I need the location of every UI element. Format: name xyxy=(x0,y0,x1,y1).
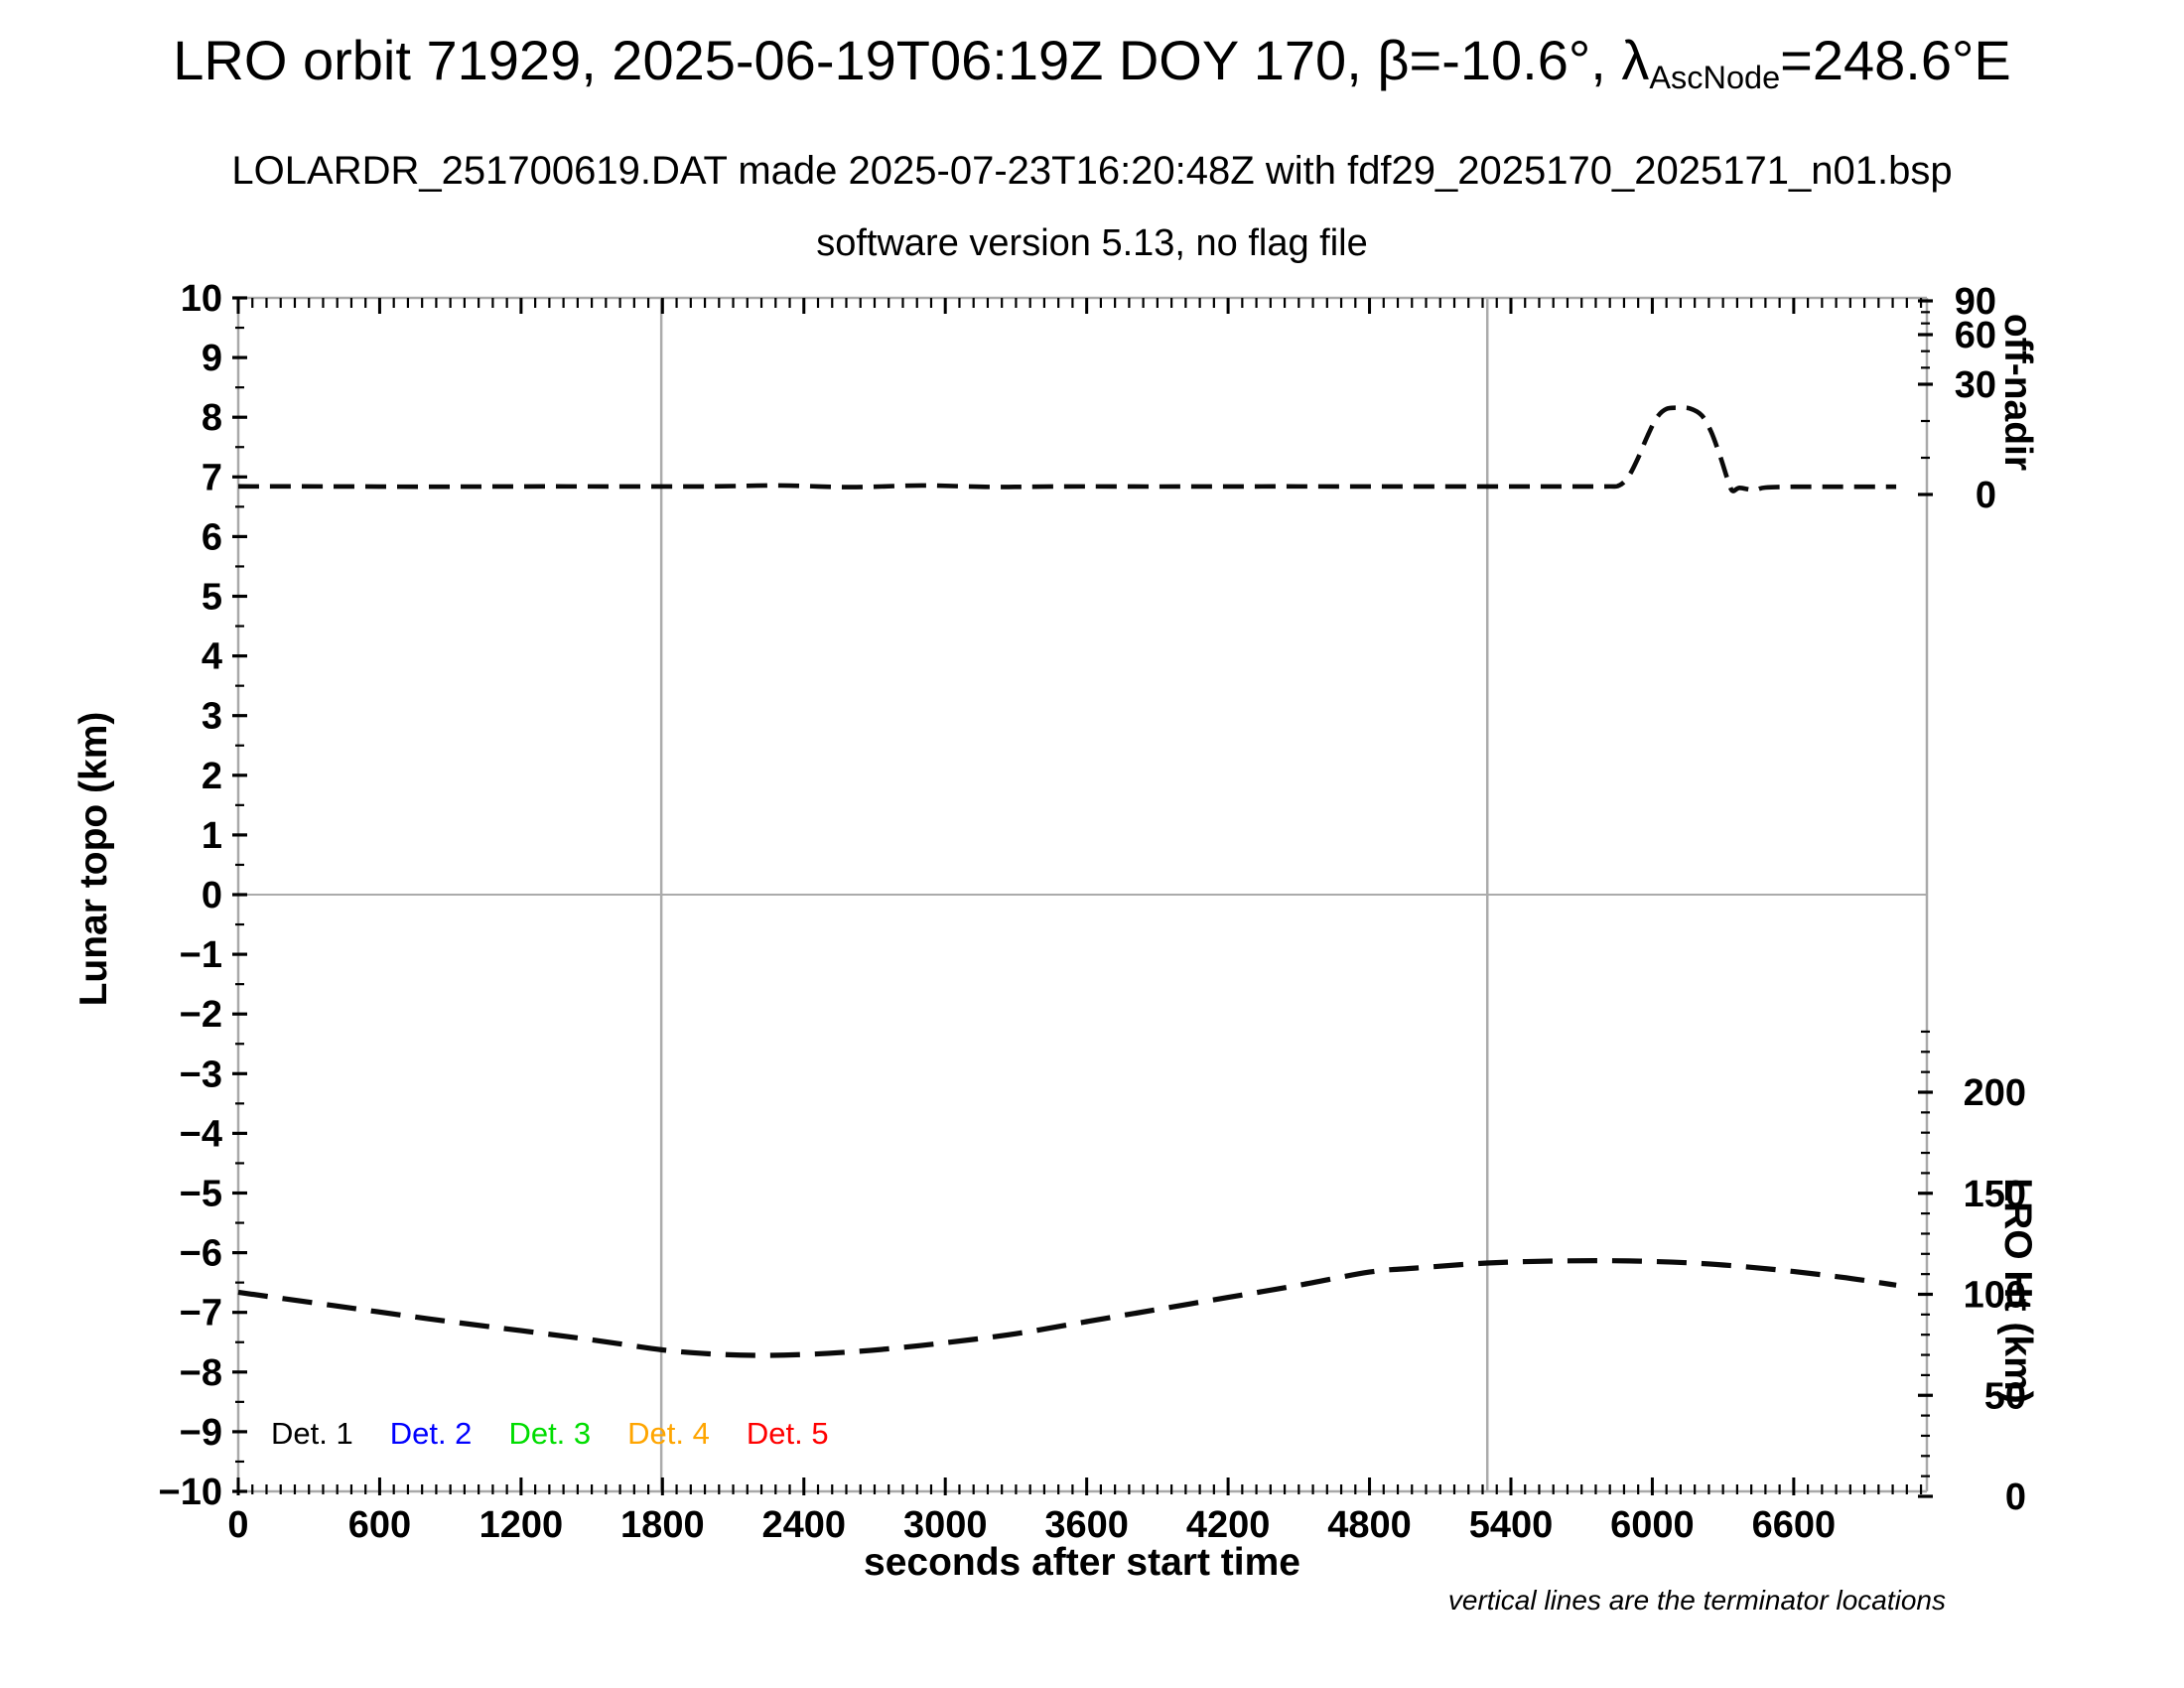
y-left-tick-label: 3 xyxy=(202,696,222,738)
x-tick-label: 6600 xyxy=(1752,1504,1837,1546)
page-title: LRO orbit 71929, 2025-06-19T06:19Z DOY 1… xyxy=(0,28,2184,96)
y-left-tick-label: −9 xyxy=(180,1412,222,1454)
x-tick-label: 1200 xyxy=(479,1504,564,1546)
y-left-tick-label: −4 xyxy=(180,1113,222,1155)
x-tick-label: 600 xyxy=(348,1504,411,1546)
y-left-tick-label: 6 xyxy=(202,516,222,558)
y-left-tick-label: 2 xyxy=(202,756,222,797)
x-tick-label: 3000 xyxy=(903,1504,988,1546)
lroht-tick-label: 50 xyxy=(1984,1375,2026,1417)
y-left-tick-label: −8 xyxy=(180,1352,222,1394)
y-left-tick-label: −10 xyxy=(159,1472,222,1513)
x-axis-label: seconds after start time xyxy=(864,1541,1300,1584)
x-tick-label: 4800 xyxy=(1327,1504,1412,1546)
detector-legend: Det. 1 Det. 2 Det. 3 Det. 4 Det. 5 xyxy=(271,1416,829,1452)
curve-off-nadir-angle xyxy=(237,405,1897,493)
y-axis-label-lro-height: LRO Ht (km) xyxy=(1996,1178,2039,1404)
y-left-tick-label: 8 xyxy=(202,397,222,439)
lroht-tick-label: 100 xyxy=(1964,1275,2026,1317)
title-suffix: =248.6°E xyxy=(1780,29,2011,91)
offnadir-tick-label: 30 xyxy=(1955,364,1996,406)
y-left-tick-label: −6 xyxy=(180,1233,222,1275)
legend-item-det-1: Det. 1 xyxy=(271,1416,353,1451)
x-tick-label: 6000 xyxy=(1610,1504,1695,1546)
x-tick-label: 1800 xyxy=(620,1504,705,1546)
y-axis-label-off-nadir: off-nadir xyxy=(1996,313,2039,472)
y-left-tick-label: 7 xyxy=(202,457,222,498)
lroht-tick-label: 0 xyxy=(2005,1477,2026,1518)
y-left-tick-label: 4 xyxy=(202,636,222,678)
subtitle-software-version: software version 5.13, no flag file xyxy=(816,222,1368,264)
lroht-tick-label: 150 xyxy=(1964,1174,2026,1215)
legend-item-det-2: Det. 2 xyxy=(389,1416,473,1451)
y-left-tick-label: −1 xyxy=(180,934,222,976)
y-left-tick-label: −2 xyxy=(180,994,222,1036)
legend-item-det-3: Det. 3 xyxy=(508,1416,592,1451)
y-left-tick-label: −3 xyxy=(180,1054,222,1095)
y-left-tick-label: −5 xyxy=(180,1174,222,1215)
offnadir-tick-label: 0 xyxy=(1976,475,1996,516)
legend-item-det-5: Det. 5 xyxy=(746,1416,829,1451)
y-left-tick-label: 10 xyxy=(181,278,222,320)
x-tick-label: 2400 xyxy=(761,1504,846,1546)
y-left-tick-label: −7 xyxy=(180,1293,222,1335)
y-left-tick-label: 1 xyxy=(202,815,222,857)
legend-item-det-4: Det. 4 xyxy=(627,1416,710,1451)
offnadir-tick-label: 90 xyxy=(1955,281,1996,323)
curve-LRO-height xyxy=(237,1258,1897,1358)
offnadir-tick-label: 60 xyxy=(1955,315,1996,356)
title-main: LRO orbit 71929, 2025-06-19T06:19Z DOY 1… xyxy=(173,29,1650,91)
title-subscript: AscNode xyxy=(1649,60,1781,96)
subtitle-filename: LOLARDR_251700619.DAT made 2025-07-23T16… xyxy=(231,149,1953,193)
y-left-tick-label: 9 xyxy=(202,338,222,379)
terminator-footnote: vertical lines are the terminator locati… xyxy=(1447,1585,1946,1616)
x-tick-label: 5400 xyxy=(1469,1504,1554,1546)
x-tick-label: 0 xyxy=(227,1504,248,1546)
y-left-tick-label: 5 xyxy=(202,577,222,619)
y-left-tick-label: 0 xyxy=(202,875,222,916)
lroht-tick-label: 200 xyxy=(1964,1072,2026,1114)
x-tick-label: 3600 xyxy=(1044,1504,1129,1546)
y-axis-label-lunar-topo: Lunar topo (km) xyxy=(72,711,115,1007)
x-tick-label: 4200 xyxy=(1186,1504,1271,1546)
